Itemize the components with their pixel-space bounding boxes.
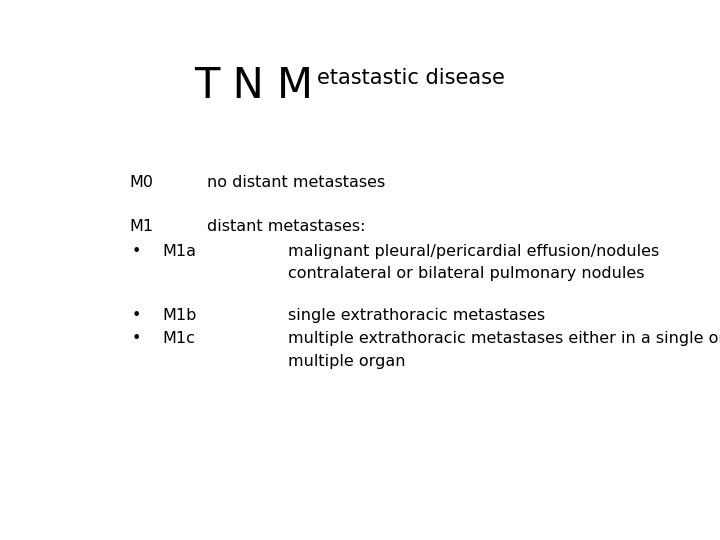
- Text: malignant pleural/pericardial effusion/nodules: malignant pleural/pericardial effusion/n…: [288, 244, 660, 259]
- Text: etastastic disease: etastastic disease: [317, 68, 505, 87]
- Text: M1b: M1b: [163, 308, 197, 323]
- Text: multiple extrathoracic metastases either in a single organ or: multiple extrathoracic metastases either…: [288, 331, 720, 346]
- Text: M0: M0: [129, 175, 153, 190]
- Text: M1a: M1a: [163, 244, 197, 259]
- Text: T N M: T N M: [194, 65, 313, 107]
- Text: •: •: [132, 308, 141, 323]
- Text: no distant metastases: no distant metastases: [207, 175, 385, 190]
- Text: single extrathoracic metastases: single extrathoracic metastases: [288, 308, 545, 323]
- Text: multiple organ: multiple organ: [288, 354, 405, 369]
- Text: •: •: [132, 331, 141, 346]
- Text: contralateral or bilateral pulmonary nodules: contralateral or bilateral pulmonary nod…: [288, 266, 644, 281]
- Text: M1c: M1c: [163, 331, 195, 346]
- Text: distant metastases:: distant metastases:: [207, 219, 366, 234]
- Text: M1: M1: [129, 219, 153, 234]
- Text: •: •: [132, 244, 141, 259]
